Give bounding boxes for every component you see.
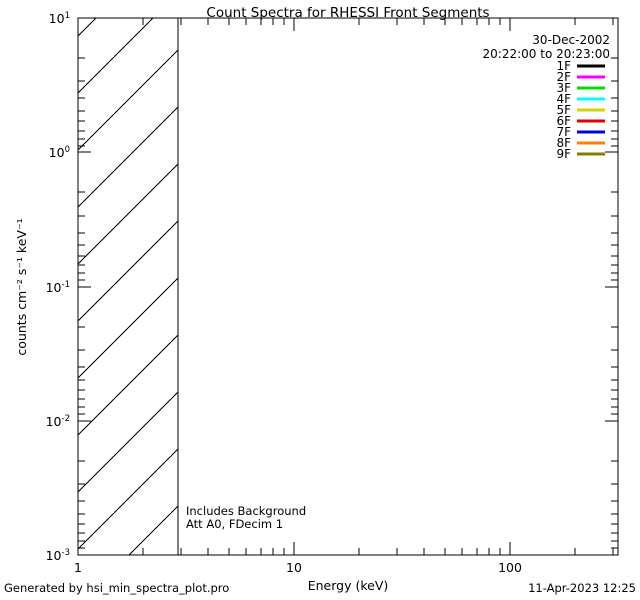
footer-timestamp: 11-Apr-2023 12:25 [528, 581, 636, 595]
y-tick-label: 100 [49, 145, 70, 160]
legend-label: 7F [556, 125, 571, 139]
legend-item[interactable]: 6F [556, 114, 605, 128]
legend-label: 9F [556, 147, 571, 161]
x-tick-label: 10 [286, 560, 302, 575]
x-tick-label: 1 [74, 560, 82, 575]
legend-label: 2F [556, 70, 571, 84]
annotation-attenuator-state: Att A0, FDecim 1 [186, 517, 283, 531]
legend-item[interactable]: 8F [556, 136, 605, 150]
y-tick-label: 10-1 [46, 280, 70, 295]
observation-header: 30-Dec-2002 20:22:00 to 20:23:00 [483, 33, 610, 61]
plot-annotations: Includes Background Att A0, FDecim 1 [186, 504, 306, 531]
legend-item[interactable]: 3F [556, 81, 605, 95]
y-tick-label: 101 [49, 11, 70, 26]
y-tick-label: 10-2 [46, 414, 70, 429]
footer-generator: Generated by hsi_min_spectra_plot.pro [4, 581, 229, 595]
legend-item[interactable]: 2F [556, 70, 605, 84]
x-axis-title: Energy (keV) [308, 578, 389, 593]
y-axis-tick-labels: 101 100 10-1 10-2 10-3 [46, 11, 70, 563]
legend-item[interactable]: 5F [556, 103, 605, 117]
y-axis-ticks [78, 17, 618, 556]
legend-label: 6F [556, 114, 571, 128]
y-tick-label: 10-3 [46, 548, 70, 563]
x-axis-tick-labels: 1 10 100 [74, 560, 522, 575]
page-title: Count Spectra for RHESSI Front Segments [206, 5, 489, 21]
y-axis-title: counts cm⁻² s⁻¹ keV⁻¹ [14, 218, 29, 355]
observation-time-range: 20:22:00 to 20:23:00 [483, 47, 610, 61]
legend-label: 3F [556, 81, 571, 95]
annotation-includes-background: Includes Background [186, 504, 306, 518]
legend-item[interactable]: 4F [556, 92, 605, 106]
legend-label: 1F [556, 59, 571, 73]
hatched-region [78, 18, 179, 555]
legend-label: 8F [556, 136, 571, 150]
legend-label: 5F [556, 103, 571, 117]
x-tick-label: 100 [498, 560, 522, 575]
legend-item[interactable]: 9F [556, 147, 605, 161]
legend-item[interactable]: 7F [556, 125, 605, 139]
legend-item[interactable]: 1F [556, 59, 605, 73]
observation-date: 30-Dec-2002 [532, 33, 610, 47]
footer: Generated by hsi_min_spectra_plot.pro 11… [4, 581, 636, 595]
legend-label: 4F [556, 92, 571, 106]
legend: 1F 2F 3F 4F 5F 6F [556, 59, 605, 161]
x-axis-ticks [77, 18, 614, 555]
